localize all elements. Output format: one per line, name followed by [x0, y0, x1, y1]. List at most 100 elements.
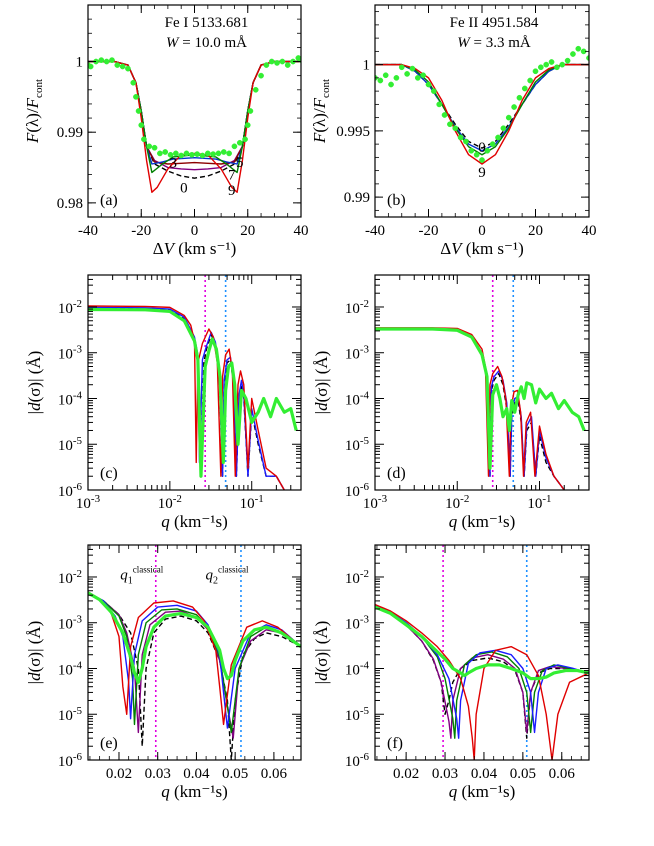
y-tick-label: 10-3	[58, 614, 83, 633]
observed-point	[570, 51, 576, 57]
observed-point	[130, 79, 137, 86]
observed-point	[236, 139, 243, 146]
observed-point	[473, 151, 480, 158]
observed-point	[452, 125, 459, 132]
series-label-0: 0	[180, 180, 188, 196]
y-tick-label: 10-6	[58, 751, 83, 770]
x-tick-label: 10-3	[363, 493, 388, 512]
observed-point	[210, 151, 216, 157]
observed-point	[564, 57, 571, 64]
observed-point	[135, 108, 142, 114]
y-tick-label: 10-3	[58, 344, 83, 363]
observed-point	[167, 151, 174, 158]
observed-point	[532, 68, 539, 75]
series-line-1	[88, 307, 285, 490]
observed-point	[495, 134, 501, 141]
plot-area	[375, 275, 586, 490]
series-line-2	[88, 306, 285, 490]
x-tick-label: 0.05	[510, 766, 536, 782]
x-tick-label: 0.06	[549, 766, 576, 782]
observed-line	[375, 327, 586, 470]
observed-point	[463, 138, 469, 145]
annotation-q2-classical: q2classical	[205, 564, 248, 586]
observed-point	[505, 114, 512, 121]
panel-e: 0.02 0.03 0.04 0.05 0.06 10-6 10-5 10-4 10-3 10-2…	[25, 544, 302, 801]
observed-point	[279, 58, 286, 65]
y-axis-label: F(λ)/Fcont	[310, 79, 332, 144]
y-tick-label: 10-4	[345, 389, 370, 408]
y-tick-label: 10-2	[58, 568, 82, 587]
series-line-2	[375, 63, 589, 152]
observed-point	[151, 144, 158, 151]
panel-label: (d)	[387, 465, 406, 482]
observed-point	[183, 150, 190, 157]
observed-point	[146, 143, 153, 150]
y-tick-label: 1	[76, 55, 84, 71]
observed-point	[575, 45, 582, 52]
y-tick-label: 0.98	[57, 196, 83, 212]
x-tick-label: 0.04	[471, 766, 498, 782]
observed-point	[404, 71, 410, 77]
observed-point	[398, 64, 405, 71]
y-tick-label: 0.995	[336, 124, 370, 140]
observed-point	[543, 61, 550, 68]
series-line-3	[375, 327, 565, 490]
y-tick-label: 0.99	[344, 190, 370, 206]
y-tick-label: 10-6	[345, 751, 370, 770]
x-axis-label: ΔV (km s⁻¹)	[440, 239, 524, 258]
observed-point	[511, 104, 517, 110]
y-tick-label: 10-4	[345, 659, 370, 678]
observed-point	[479, 157, 485, 163]
y-axis-label: |d(σ)| (Å)	[25, 621, 44, 685]
panel-label: (a)	[100, 192, 118, 209]
observed-point	[173, 150, 179, 157]
y-tick-label: 10-6	[58, 481, 83, 500]
panel-a: -40 -20 0 20 40 0.98 0.99 1 ΔV (km s⁻¹) F(λ)/Fcon…	[23, 4, 309, 258]
observed-point	[242, 136, 248, 143]
plot-area	[375, 545, 589, 760]
plot-area	[375, 45, 589, 165]
series-line-5	[88, 591, 301, 726]
x-tick-label: 0.02	[393, 766, 419, 782]
panel-title: Fe I 5133.681	[165, 15, 249, 31]
x-tick-label: -40	[365, 223, 385, 239]
y-tick-label: 10-5	[58, 435, 83, 454]
observed-point	[484, 147, 491, 154]
observed-point	[231, 143, 238, 150]
plot-area	[88, 545, 301, 760]
observed-point	[377, 77, 384, 84]
series-line-5	[375, 603, 589, 760]
x-tick-label: 0.03	[432, 766, 458, 782]
x-tick-label: 40	[582, 223, 597, 239]
series-label-9: 9	[478, 165, 486, 181]
observed-point	[436, 101, 443, 108]
observed-point	[414, 75, 421, 81]
x-axis-label: q (km⁻¹s)	[161, 782, 227, 801]
observed-line	[375, 605, 589, 681]
x-tick-label: 0	[478, 223, 486, 239]
x-tick-label: 0.03	[145, 766, 171, 782]
observed-point	[457, 134, 464, 141]
observed-point	[548, 59, 555, 65]
plot-area	[88, 55, 301, 193]
series-label-9: 9	[228, 183, 236, 199]
panel-c: 10-3 10-2 10-110-610-510-410-310-2q (km⁻¹s…	[25, 274, 302, 531]
series-line-4	[88, 591, 301, 729]
series-line-3	[88, 305, 285, 490]
observed-point	[258, 72, 264, 79]
series-label-3: 3	[169, 156, 177, 172]
observed-point	[500, 125, 507, 132]
y-tick-label: 1	[363, 58, 371, 74]
series-line-3	[88, 592, 301, 734]
series-line-3	[375, 63, 589, 156]
x-tick-label: 20	[240, 223, 255, 239]
y-tick-label: 10-3	[345, 344, 370, 363]
y-axis-label: |d(σ)| (Å)	[312, 621, 331, 685]
panel-subtitle: W = 10.0 mÅ	[166, 35, 247, 51]
series-line-4	[88, 60, 301, 165]
panel-label: (e)	[100, 735, 118, 752]
series-line-5	[88, 60, 301, 174]
x-tick-label: 10-1	[527, 493, 551, 512]
observed-point	[521, 85, 528, 92]
